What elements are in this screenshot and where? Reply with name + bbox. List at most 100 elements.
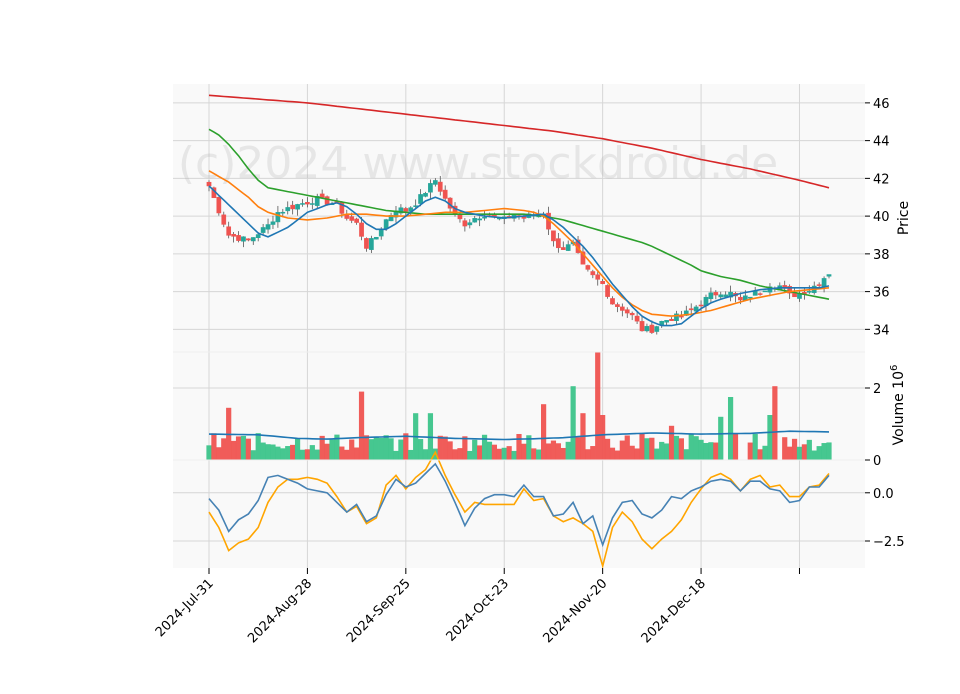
volume-bar [600, 415, 606, 460]
volume-bar [668, 425, 675, 460]
price-axis-label: Price [896, 201, 912, 235]
candle-body [300, 203, 305, 205]
volume-bar [787, 446, 793, 460]
volume-bar [294, 438, 301, 460]
candle-body [664, 320, 669, 323]
y-tick-label: 2 [873, 382, 881, 397]
volume-bar [290, 444, 296, 460]
volume-bar [545, 443, 552, 460]
volume-bar [806, 439, 812, 460]
volume-bar [373, 437, 379, 460]
y-tick-label: 0 [873, 454, 881, 469]
candle-body [752, 291, 758, 296]
candle-body [418, 194, 423, 204]
y-tick-label: 38 [873, 248, 890, 263]
candle-body [629, 312, 635, 316]
volume-bar [511, 450, 517, 460]
volume-bar [619, 440, 625, 460]
volume-bar [639, 433, 645, 460]
volume-bar [457, 448, 463, 460]
volume-bar [575, 437, 581, 460]
candle-body [265, 224, 271, 230]
volume-bar [280, 448, 286, 460]
volume-bar [481, 434, 488, 460]
volume-bar [245, 438, 251, 460]
volume-bar [659, 441, 665, 460]
volume-bar [590, 446, 596, 460]
candle-body [688, 308, 694, 311]
volume-bar [403, 433, 409, 460]
volume-bar [265, 444, 271, 460]
candle-body [560, 247, 566, 250]
volume-bar [398, 439, 404, 460]
candle-body [432, 180, 438, 185]
volume-bar [718, 416, 724, 460]
volume-bar [732, 433, 739, 460]
candle-body [482, 216, 487, 219]
y-tick-label: 0.0 [873, 487, 894, 502]
candle-body [305, 202, 310, 205]
candle-body [738, 296, 743, 301]
volume-bar [713, 442, 719, 460]
candle-body [757, 293, 763, 295]
volume-bar [708, 442, 714, 460]
volume-bar [491, 444, 497, 460]
x-tick-label: 2024-Dec-18 [639, 576, 709, 646]
candle-body [221, 214, 227, 225]
volume-bar [304, 449, 311, 460]
volume-bar [206, 445, 212, 460]
volume-bar [629, 445, 635, 460]
candle-body [226, 226, 232, 236]
candle-body [324, 196, 330, 205]
candle-body [349, 216, 355, 221]
volume-bar [378, 438, 384, 460]
volume-bar [437, 435, 443, 460]
volume-bar [654, 448, 660, 460]
y-tick-label: 36 [873, 286, 890, 301]
volume-axis-exponent: 6 [889, 365, 900, 371]
candle-body [595, 274, 601, 280]
volume-bar [250, 450, 256, 460]
candle-body [290, 204, 296, 210]
volume-bar [649, 437, 655, 460]
volume-bar [796, 446, 803, 460]
volume-bar [354, 447, 360, 460]
candle-body [708, 292, 714, 300]
candle-body [556, 238, 561, 249]
volume-bar [664, 443, 670, 460]
volume-bar [339, 446, 345, 460]
volume-bar [727, 397, 734, 460]
volume-bar [486, 441, 493, 460]
volume-bar [541, 404, 547, 460]
candle-body [713, 292, 719, 296]
candle-body [565, 244, 571, 251]
candle-body [437, 181, 443, 192]
candle-body [674, 313, 679, 322]
candle-body [354, 218, 359, 223]
volume-bar [240, 435, 247, 460]
candle-body [619, 306, 625, 311]
volume-bar [644, 438, 650, 460]
volume-bar [550, 440, 557, 460]
volume-bar [285, 446, 291, 460]
candle-body [669, 318, 674, 321]
volume-bar [363, 435, 370, 460]
candle-body [403, 208, 409, 212]
candle-body [585, 265, 591, 270]
candle-body [250, 237, 256, 242]
volume-bar [216, 447, 222, 460]
candle-body [679, 315, 684, 318]
candle-body [236, 235, 241, 241]
candle-body [398, 207, 404, 214]
candle-body [639, 321, 645, 332]
volume-bar [683, 449, 689, 460]
volume-bar [678, 438, 684, 460]
candle-body [806, 290, 812, 293]
volume-bar [565, 441, 571, 460]
candle-body [369, 238, 374, 250]
candle-body [260, 227, 266, 233]
volume-bar [595, 352, 601, 460]
volume-bar [221, 438, 227, 460]
y-tick-label: 42 [873, 172, 890, 187]
